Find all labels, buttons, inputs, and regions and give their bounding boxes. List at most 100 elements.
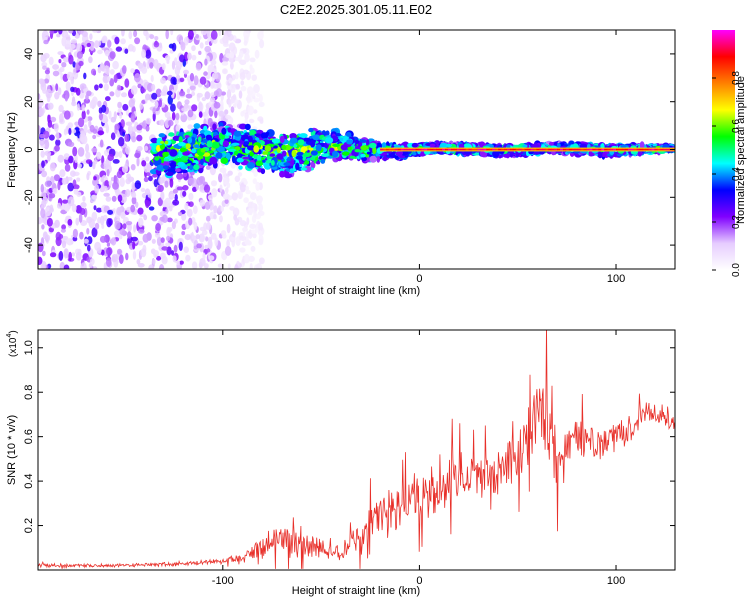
spectrogram-noise-cell: [41, 199, 47, 208]
spectrogram-noise-cell: [61, 61, 67, 68]
spectrogram-band-cell: [411, 142, 418, 148]
spectrogram-band-cell: [310, 140, 316, 148]
spectrogram-noise-cell: [243, 40, 248, 46]
spectrogram-noise-cell: [141, 160, 147, 167]
spectrogram-band-cell: [260, 132, 269, 139]
spectrogram-line-cell: [439, 148, 443, 151]
spectrogram-line-cell: [610, 148, 614, 151]
spectrogram-noise-cell: [47, 119, 53, 128]
spectrogram-noise-cell: [108, 180, 113, 186]
spectrogram-x-tick-label: -100: [212, 273, 234, 285]
spectrogram-noise-cell: [112, 60, 119, 70]
spectrogram-band-cell: [164, 140, 169, 145]
spectrogram-noise-cell: [48, 193, 56, 199]
spectrogram-noise-cell: [63, 264, 70, 269]
colorbar-tick-label: 0.6: [731, 119, 742, 133]
spectrogram-band-cell: [412, 151, 417, 156]
spectrogram-noise-cell: [252, 178, 257, 185]
spectrogram-noise-cell: [204, 201, 211, 210]
spectrogram-noise-cell: [217, 263, 224, 268]
spectrogram-noise-cell: [204, 244, 209, 250]
spectrogram-noise-cell: [164, 55, 171, 61]
spectrogram-line-cell: [427, 148, 431, 151]
spectrogram-line-cell: [645, 148, 649, 151]
spectrogram-noise-cell: [76, 177, 81, 182]
snr-y-tick-label: 0.2: [23, 518, 35, 533]
spectrogram-noise-cell: [57, 154, 65, 163]
snr-series-line: [38, 330, 675, 569]
spectrogram-noise-cell: [92, 266, 98, 269]
spectrogram-y-tick-label: -20: [23, 189, 35, 205]
spectrogram-band-cell: [369, 142, 377, 149]
spectrogram-noise-cell: [174, 194, 178, 202]
spectrogram-noise-cell: [152, 107, 156, 115]
spectrogram-band-cell: [308, 147, 314, 151]
spectrogram-noise-cell: [122, 223, 127, 230]
spectrogram-noise-cell: [210, 232, 217, 240]
spectrogram-noise-cell: [195, 34, 199, 39]
spectrogram-noise-cell: [170, 103, 176, 112]
spectrogram-noise-cell: [100, 176, 104, 183]
spectrogram-noise-cell: [224, 177, 228, 185]
snr-scale-label: (x104): [6, 330, 19, 357]
spectrogram-band-cell: [285, 168, 290, 172]
spectrogram-noise-cell: [56, 33, 61, 38]
spectrogram-band-cell: [162, 165, 169, 170]
spectrogram-noise-cell: [253, 84, 260, 94]
spectrogram-band-cell: [345, 132, 352, 137]
spectrogram-band-cell: [181, 169, 189, 173]
spectrogram-band-cell: [303, 152, 311, 158]
spectrogram-noise-cell: [198, 50, 202, 56]
spectrogram-noise-cell: [198, 111, 203, 118]
spectrogram-noise-cell: [214, 110, 218, 119]
spectrogram-line-cell: [453, 148, 458, 151]
spectrogram-band-cell: [306, 157, 311, 161]
spectrogram-band-cell: [264, 145, 272, 152]
spectrogram-line-cell: [583, 148, 587, 151]
spectrogram-band-cell: [236, 153, 243, 158]
spectrogram-noise-cell: [109, 69, 115, 75]
spectrogram-noise-cell: [259, 229, 263, 240]
colorbar-gradient: [712, 30, 735, 270]
spectrogram-noise-cell: [133, 224, 137, 233]
spectrogram-noise-cell: [97, 49, 103, 55]
spectrogram-noise-cell: [183, 69, 189, 75]
spectrogram-noise-cell: [245, 185, 250, 191]
spectrogram-noise-cell: [206, 215, 211, 222]
spectrogram-noise-cell: [199, 185, 205, 191]
spectrogram-band-cell: [296, 151, 304, 156]
spectrogram-noise-cell: [161, 200, 168, 208]
spectrogram-noise-cell: [218, 173, 223, 183]
snr-y-tick-label: 0.6: [23, 429, 35, 444]
spectrogram-noise-cell: [228, 42, 236, 52]
spectrogram-noise-cell: [170, 76, 177, 85]
spectrogram-y-tick-label: 0: [23, 146, 35, 152]
spectrogram-noise-cell: [191, 217, 196, 225]
spectrogram-noise-cell: [120, 38, 126, 45]
spectrogram-noise-cell: [128, 98, 135, 108]
spectrogram-line-cell: [524, 148, 528, 151]
spectrogram-noise-cell: [40, 183, 44, 193]
spectrogram-noise-cell: [147, 82, 154, 92]
spectrogram-noise-cell: [106, 218, 112, 228]
spectrogram-line-cell: [536, 148, 540, 151]
spectrogram-noise-cell: [96, 207, 103, 213]
spectrogram-noise-cell: [207, 194, 214, 201]
spectrogram-noise-cell: [210, 180, 218, 187]
spectrogram-noise-cell: [106, 247, 113, 256]
spectrogram-noise-cell: [39, 138, 45, 146]
spectrogram-line-cell: [607, 148, 611, 151]
snr-scale-prefix: (x10: [8, 337, 19, 357]
spectrogram-noise-cell: [60, 228, 66, 233]
spectrogram-noise-cell: [52, 70, 60, 77]
spectrogram-noise-cell: [176, 60, 182, 71]
spectrogram-noise-cell: [121, 31, 125, 37]
spectrogram-noise-cell: [144, 145, 149, 152]
spectrogram-noise-cell: [211, 188, 218, 198]
spectrogram-line-cell: [571, 148, 576, 151]
spectrogram-noise-cell: [229, 236, 236, 242]
spectrogram-noise-cell: [90, 194, 97, 203]
spectrogram-noise-cell: [55, 83, 59, 92]
spectrogram-noise-cell: [158, 99, 162, 108]
spectrogram-line-cell: [595, 148, 599, 151]
